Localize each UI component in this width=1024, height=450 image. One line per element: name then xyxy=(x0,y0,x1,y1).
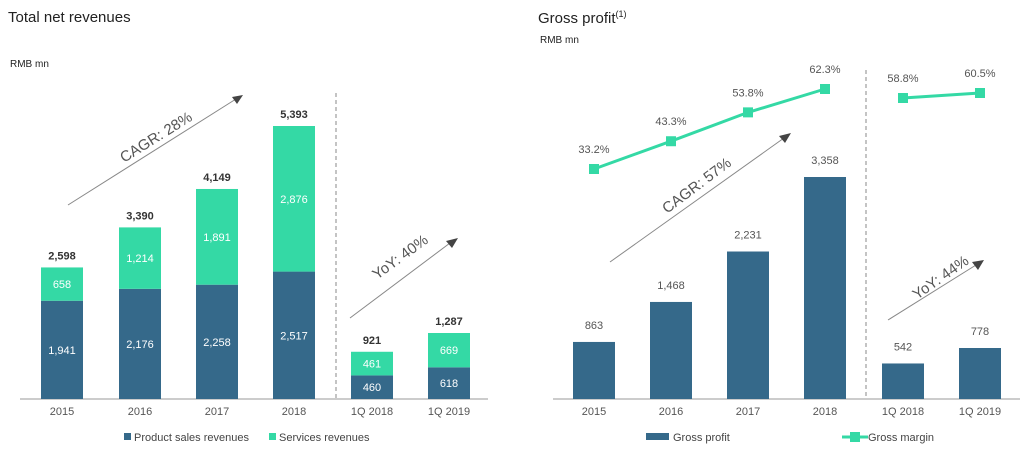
right-x-tick-2015: 2015 xyxy=(582,406,606,418)
left-x-tick-2016: 2016 xyxy=(128,406,152,418)
right-x-tick-2016: 2016 xyxy=(659,406,683,418)
services-value-label-1q-2018: 461 xyxy=(363,359,381,371)
gross-profit-value-label-1q-2019: 778 xyxy=(971,326,989,338)
right-chart-title: Gross profit(1) xyxy=(538,9,627,27)
gross-profit-value-label-1q-2018: 542 xyxy=(894,341,912,353)
right-yoy-arrow-line xyxy=(887,264,977,321)
right-yoy-arrowhead xyxy=(972,260,984,270)
legend-gross-profit-label: Gross profit xyxy=(673,432,730,444)
gross-margin-value-label-2017: 53.8% xyxy=(732,87,763,99)
total-value-label-1q-2019: 1,287 xyxy=(435,316,463,328)
gross-margin-line-annual xyxy=(593,87,826,171)
right-cagr-label: CAGR: 57% xyxy=(659,154,734,217)
right-x-tick-1q-2018: 1Q 2018 xyxy=(882,406,924,418)
product-value-label-2018: 2,517 xyxy=(280,330,308,342)
left-x-tick-1q-2019: 1Q 2019 xyxy=(428,406,470,418)
right-chart-title-text: Gross profit xyxy=(538,10,616,27)
services-value-label-1q-2019: 669 xyxy=(440,345,458,357)
legend-product-swatch xyxy=(124,433,131,440)
product-value-label-2016: 2,176 xyxy=(126,339,154,351)
left-x-tick-2018: 2018 xyxy=(282,406,306,418)
right-cagr-arrowhead xyxy=(779,133,791,143)
total-value-label-2015: 2,598 xyxy=(48,250,76,262)
product-bar-2016 xyxy=(119,288,161,399)
services-value-label-2017: 1,891 xyxy=(203,232,231,244)
gross-margin-value-label-1q-2018: 58.8% xyxy=(887,73,918,85)
product-value-label-2015: 1,941 xyxy=(48,345,76,357)
left-x-tick-1q-2018: 1Q 2018 xyxy=(351,406,393,418)
gross-profit-bar-2015 xyxy=(573,341,615,399)
right-yoy-label: YoY: 44% xyxy=(910,252,973,303)
services-bar-2017 xyxy=(196,188,238,285)
right-cagr-arrow-line xyxy=(609,137,785,263)
legend-product-label: Product sales revenues xyxy=(134,432,249,444)
gross-margin-value-label-1q-2019: 60.5% xyxy=(964,68,995,80)
services-bar-1q-2018 xyxy=(351,351,393,376)
product-value-label-1q-2019: 618 xyxy=(440,378,458,390)
product-bar-2017 xyxy=(196,284,238,399)
gross-margin-point-1q-2018 xyxy=(898,93,908,103)
product-bar-1q-2019 xyxy=(428,367,470,399)
left-chart-unit: RMB mn xyxy=(10,59,49,70)
gross-profit-value-label-2018: 3,358 xyxy=(811,155,839,167)
services-bar-2018 xyxy=(273,126,315,272)
gross-margin-value-label-2015: 33.2% xyxy=(578,144,609,156)
left-cagr-arrow-line xyxy=(67,98,237,206)
gross-profit-bar-1q-2018 xyxy=(882,363,924,399)
gross-profit-value-label-2017: 2,231 xyxy=(734,230,762,242)
total-value-label-2016: 3,390 xyxy=(126,210,154,222)
product-bar-2015 xyxy=(41,300,83,399)
services-bar-2015 xyxy=(41,267,83,301)
left-yoy-arrowhead xyxy=(446,238,458,248)
gross-profit-value-label-2015: 863 xyxy=(585,320,603,332)
right-chart-title-footnote: (1) xyxy=(615,9,627,19)
total-value-label-1q-2018: 921 xyxy=(363,335,381,347)
gross-margin-point-2016 xyxy=(666,136,676,147)
gross-margin-point-1q-2019 xyxy=(975,88,985,98)
left-x-tick-2015: 2015 xyxy=(50,406,74,418)
services-value-label-2018: 2,876 xyxy=(280,194,308,206)
legend-services-label: Services revenues xyxy=(279,432,370,444)
services-bar-2016 xyxy=(119,227,161,289)
right-x-tick-2018: 2018 xyxy=(813,406,837,418)
product-bar-2018 xyxy=(273,271,315,399)
product-value-label-1q-2018: 460 xyxy=(363,382,381,394)
right-x-tick-2017: 2017 xyxy=(736,406,760,418)
gross-profit-bar-1q-2019 xyxy=(959,348,1001,399)
services-value-label-2015: 658 xyxy=(53,279,71,291)
gross-margin-point-2015 xyxy=(589,164,599,174)
product-bar-1q-2018 xyxy=(351,375,393,399)
legend-gross-margin-label: Gross margin xyxy=(868,432,934,444)
gross-margin-value-label-2016: 43.3% xyxy=(655,116,686,128)
legend-gross-margin-marker xyxy=(850,432,860,442)
gross-margin-point-2018 xyxy=(820,84,830,94)
left-cagr-arrowhead xyxy=(232,95,243,104)
gross-profit-bar-2016 xyxy=(650,301,692,399)
right-chart-unit: RMB mn xyxy=(540,35,579,46)
gross-margin-value-label-2018: 62.3% xyxy=(809,64,840,76)
services-bar-1q-2019 xyxy=(428,333,470,368)
left-yoy-label: YoY: 40% xyxy=(369,232,431,284)
left-x-tick-2017: 2017 xyxy=(205,406,229,418)
gross-profit-value-label-2016: 1,468 xyxy=(657,280,685,292)
product-value-label-2017: 2,258 xyxy=(203,337,231,349)
services-value-label-2016: 1,214 xyxy=(126,253,154,265)
legend-gross-profit-swatch xyxy=(646,433,669,440)
left-chart-title: Total net revenues xyxy=(8,9,131,26)
gross-profit-bar-2017 xyxy=(727,251,769,399)
gross-margin-line-quarterly xyxy=(902,91,981,100)
total-value-label-2018: 5,393 xyxy=(280,109,308,121)
left-yoy-arrow-line xyxy=(349,242,451,319)
right-x-tick-1q-2019: 1Q 2019 xyxy=(959,406,1001,418)
gross-margin-point-2017 xyxy=(743,107,753,118)
total-value-label-2017: 4,149 xyxy=(203,172,231,184)
legend-services-swatch xyxy=(269,433,276,440)
gross-profit-bar-2018 xyxy=(804,177,846,399)
left-cagr-label: CAGR: 28% xyxy=(117,109,195,167)
